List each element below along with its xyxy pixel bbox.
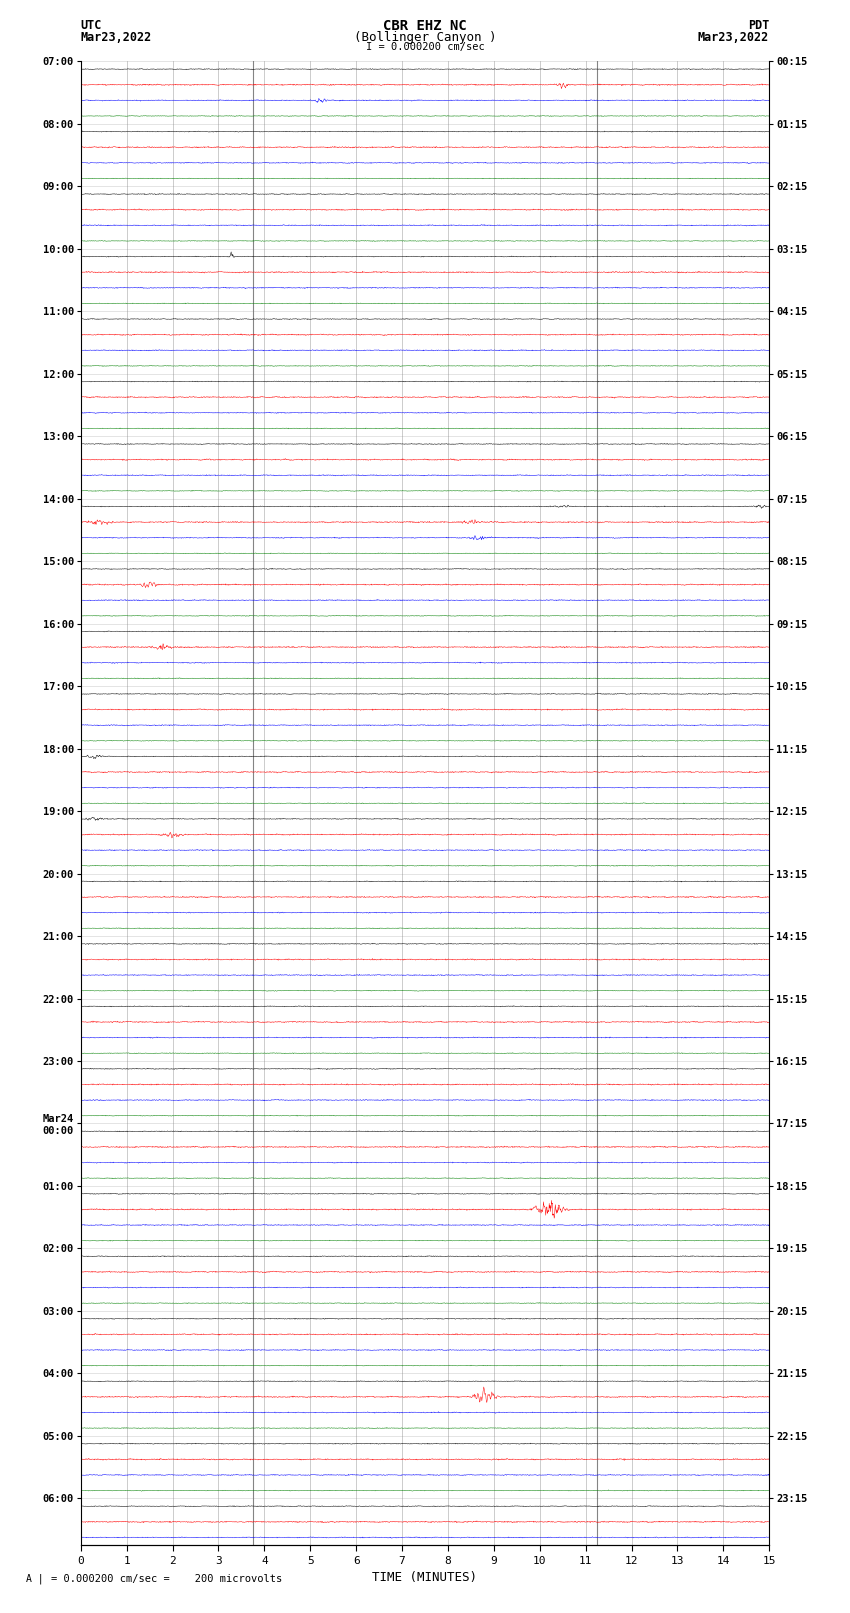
Text: Mar23,2022: Mar23,2022 [698, 31, 769, 44]
X-axis label: TIME (MINUTES): TIME (MINUTES) [372, 1571, 478, 1584]
Text: (Bollinger Canyon ): (Bollinger Canyon ) [354, 31, 496, 44]
Text: A |: A | [26, 1573, 43, 1584]
Text: I = 0.000200 cm/sec: I = 0.000200 cm/sec [366, 42, 484, 52]
Text: Mar23,2022: Mar23,2022 [81, 31, 152, 44]
Text: CBR EHZ NC: CBR EHZ NC [383, 19, 467, 34]
Text: PDT: PDT [748, 19, 769, 32]
Text: = 0.000200 cm/sec =    200 microvolts: = 0.000200 cm/sec = 200 microvolts [51, 1574, 282, 1584]
Text: UTC: UTC [81, 19, 102, 32]
